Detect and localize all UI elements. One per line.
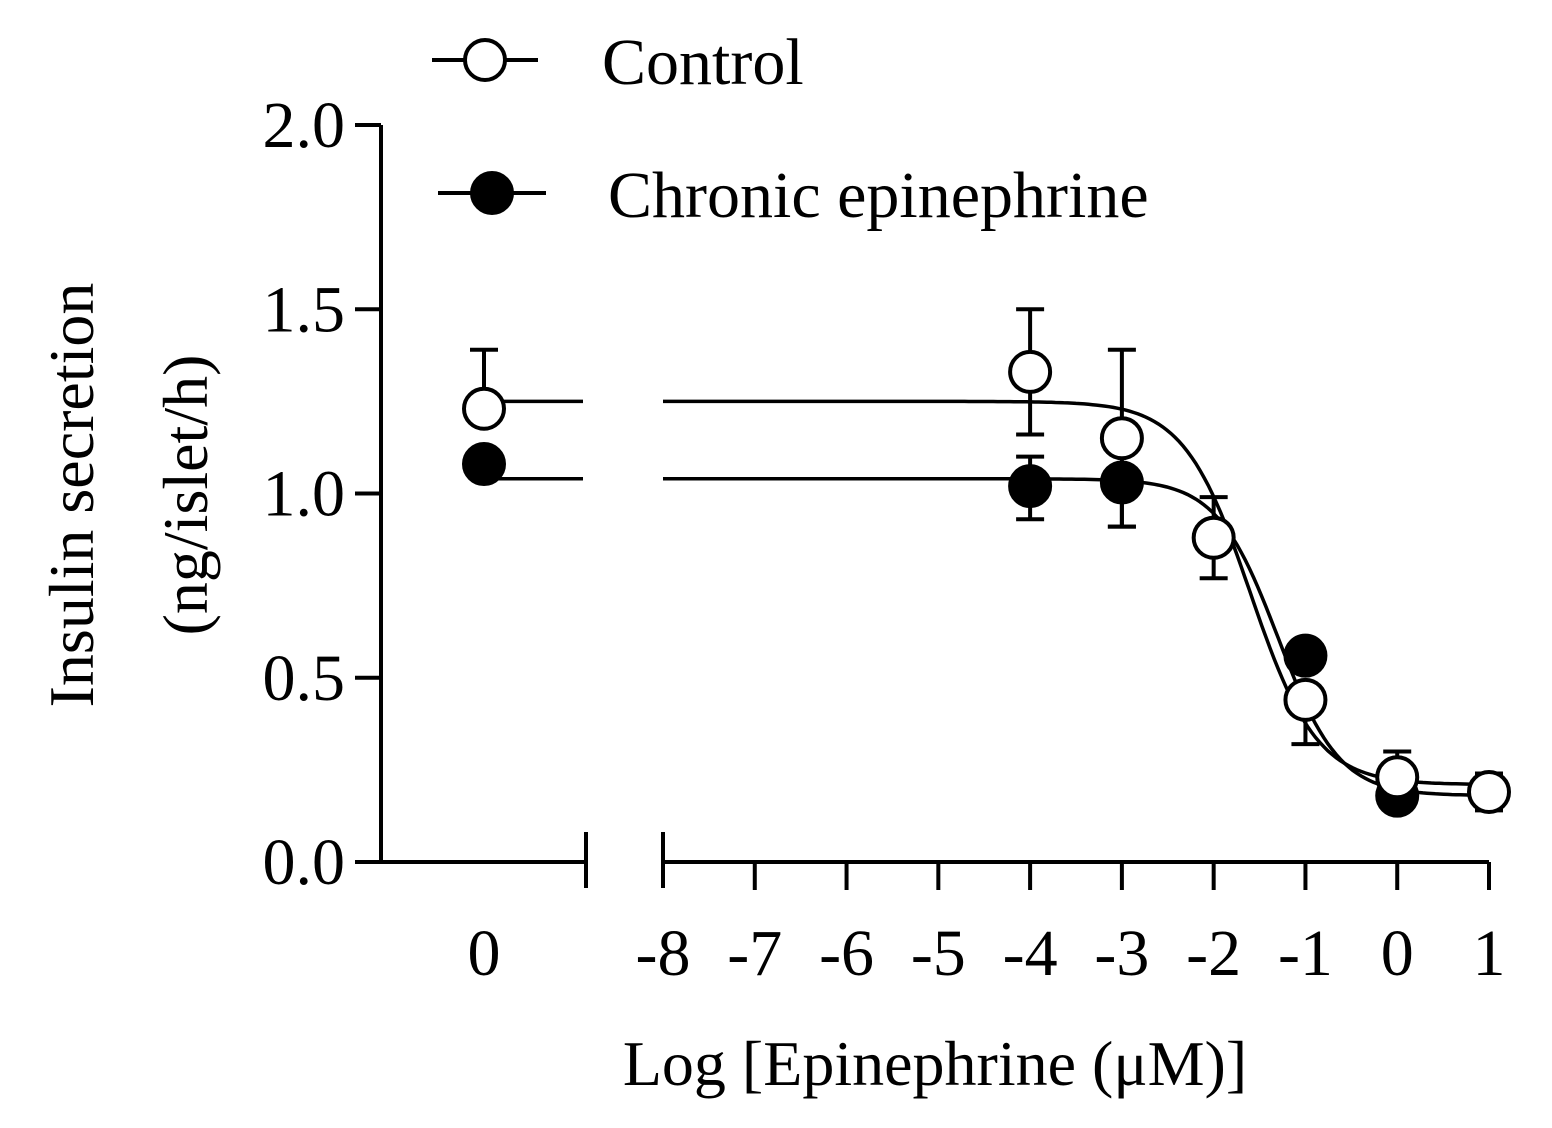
data-point (1008, 464, 1053, 509)
y-tick-label: 0.5 (263, 642, 346, 715)
x-tick-label: -6 (819, 917, 874, 990)
y-ticks: 0.0 0.5 1.0 1.5 2.0 (263, 89, 381, 899)
legend-marker-chronic-epinephrine (470, 171, 514, 215)
x-tick-label: -4 (1003, 917, 1058, 990)
y-axis-label-line1: Insulin secretion (36, 283, 107, 708)
y-axis-label-line2: (ng/islet/h) (150, 355, 221, 636)
data-point (1467, 769, 1511, 814)
y-tick-label: 1.5 (263, 273, 346, 346)
x-tick-label: -7 (727, 917, 782, 990)
fit-curve (663, 399, 1489, 787)
x-tick-label: -3 (1094, 917, 1149, 990)
x-tick-label: -2 (1186, 917, 1241, 990)
legend-label-control: Control (602, 26, 804, 99)
legend-marker-control (463, 38, 507, 82)
fit-curves (482, 399, 1489, 798)
data-point (1008, 349, 1053, 394)
legend: Control Chronic epinephrine (432, 26, 1149, 232)
x-tick-label: -1 (1278, 917, 1333, 990)
x-tick-label: 0 (468, 917, 501, 990)
error-bars (470, 307, 1503, 813)
y-tick-label: 0.0 (263, 826, 346, 899)
x-tick-label: -5 (911, 917, 966, 990)
data-point (1283, 677, 1328, 722)
data-points (462, 349, 1511, 818)
y-axis-label: Insulin secretion (ng/islet/h) (36, 283, 221, 708)
data-point (1191, 515, 1236, 560)
data-point (1283, 633, 1328, 678)
x-ticks: 0 -8 -7 -6 -5 -4 -3 -2 -1 0 1 (468, 832, 1506, 990)
data-point (1375, 755, 1420, 800)
data-point (462, 386, 506, 431)
x-tick-label: 1 (1473, 917, 1506, 990)
legend-label-chronic-epinephrine: Chronic epinephrine (608, 159, 1149, 232)
x-tick-label: 0 (1381, 917, 1414, 990)
x-axis-label: Log [Epinephrine (μM)] (623, 1028, 1247, 1099)
y-tick-label: 2.0 (263, 89, 346, 162)
x-tick-label: -8 (636, 917, 691, 990)
y-tick-label: 1.0 (263, 458, 346, 531)
fit-curve (663, 477, 1489, 798)
data-point (1099, 460, 1144, 505)
data-point (1099, 416, 1144, 461)
data-point (462, 442, 506, 487)
